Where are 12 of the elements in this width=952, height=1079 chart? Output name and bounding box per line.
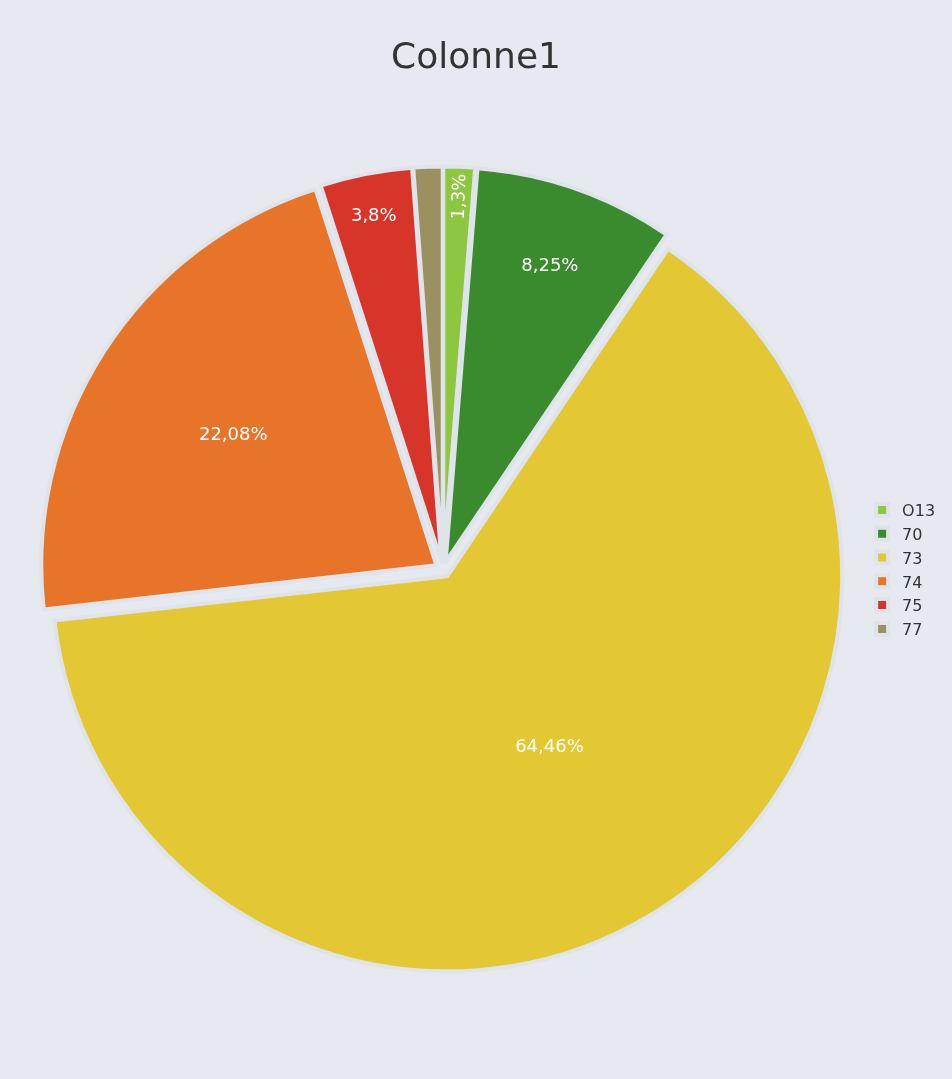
- data-label: 3,8%: [350, 204, 397, 226]
- legend-label: 74: [902, 572, 923, 592]
- legend-label: 70: [902, 524, 923, 544]
- chart-title: Colonne1: [391, 35, 561, 77]
- data-label: 1,3%: [446, 173, 470, 220]
- data-label: 8,25%: [521, 254, 579, 276]
- data-label: 22,08%: [198, 423, 268, 445]
- data-label: 64,46%: [515, 734, 584, 756]
- legend-label: 75: [902, 596, 923, 616]
- legend-label: O13: [902, 501, 936, 521]
- legend-label: 77: [902, 620, 923, 640]
- legend-label: 73: [902, 548, 923, 568]
